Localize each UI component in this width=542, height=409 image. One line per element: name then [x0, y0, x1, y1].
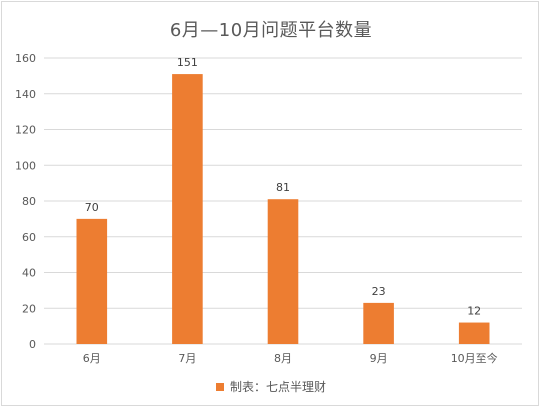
y-tick-label: 80	[22, 195, 36, 208]
bar	[172, 74, 203, 345]
chart-title: 6月—10月问题平台数量	[169, 20, 373, 41]
x-tick-label: 9月	[370, 352, 388, 365]
x-tick-label: 10月至今	[451, 351, 498, 365]
data-label: 12	[467, 305, 481, 318]
data-label: 151	[177, 56, 198, 69]
legend-label: 制表：七点半理财	[229, 380, 326, 394]
x-tick-label: 6月	[83, 352, 101, 365]
y-tick-label: 160	[15, 52, 36, 65]
legend-swatch	[215, 382, 224, 391]
data-label: 23	[372, 285, 386, 298]
chart-legend: 制表：七点半理财	[2, 378, 540, 395]
y-tick-label: 40	[22, 267, 36, 280]
y-tick-label: 60	[22, 231, 36, 244]
y-tick-label: 100	[15, 159, 36, 172]
data-label: 70	[85, 201, 99, 214]
bar	[458, 322, 490, 344]
data-label: 81	[276, 181, 290, 194]
bar	[76, 218, 108, 344]
x-tick-label: 7月	[178, 352, 196, 365]
y-tick-label: 140	[15, 88, 36, 101]
bar-chart: 0 20 40 60 80 100 120 140 160 70 6月 151 7月 81 8月 23 9月 12…	[15, 52, 522, 365]
y-tick-label: 120	[15, 124, 36, 137]
bar	[267, 199, 299, 344]
x-tick-label: 8月	[274, 352, 292, 365]
bar	[363, 302, 394, 344]
y-tick-label: 20	[22, 302, 36, 315]
y-tick-label: 0	[29, 338, 36, 351]
